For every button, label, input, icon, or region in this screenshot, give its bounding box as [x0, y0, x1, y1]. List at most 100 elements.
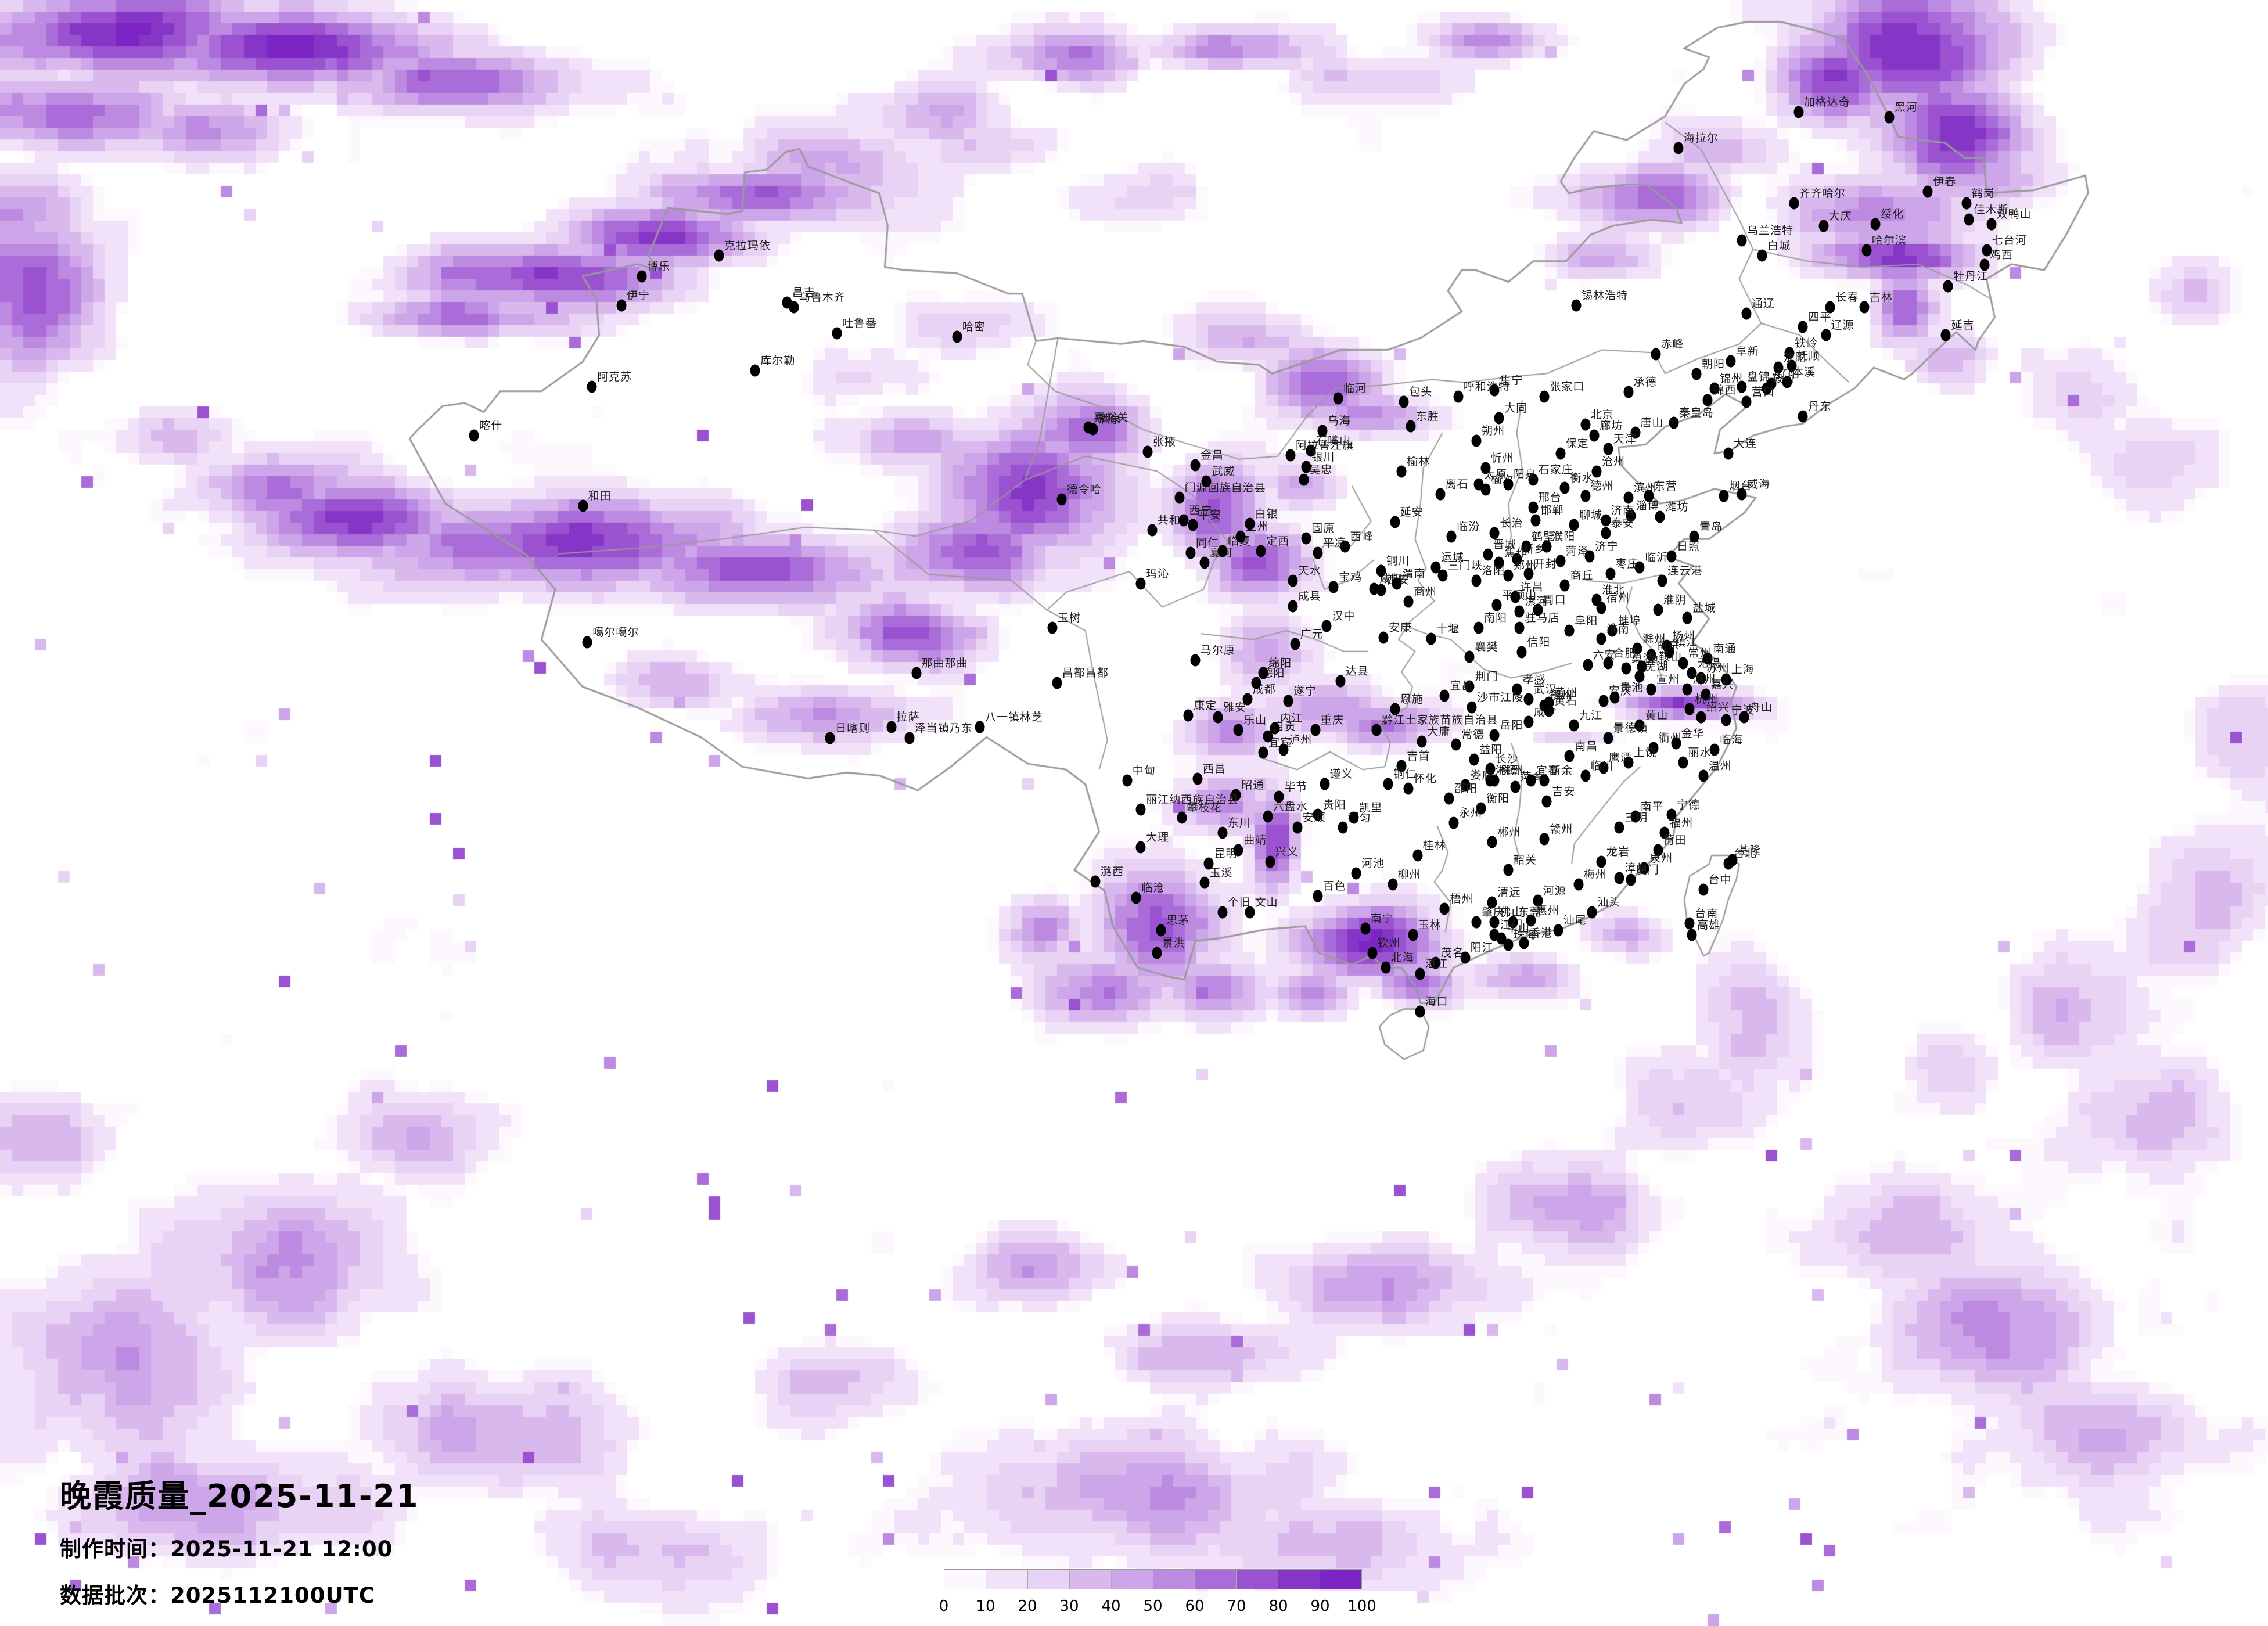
city-dot-icon: [1721, 714, 1731, 726]
city-dot-icon: [1922, 185, 1933, 198]
city-label: 汉中: [1332, 610, 1356, 623]
city-label: 汕头: [1597, 895, 1621, 909]
city-dot-icon: [1381, 961, 1391, 974]
city-label: 杭州: [1695, 692, 1719, 706]
city-dot-icon: [1299, 473, 1309, 486]
city-label: 门源回族自治县: [1184, 481, 1266, 494]
city-dot-icon: [1583, 659, 1593, 671]
city-dot-icon: [1510, 780, 1521, 793]
city-dot-icon: [1539, 774, 1550, 787]
city-dot-icon: [1251, 677, 1261, 689]
city-label: 大同: [1504, 401, 1528, 415]
city-dot-icon: [1601, 514, 1611, 527]
city-label: 南通: [1713, 642, 1737, 655]
city-dot-icon: [1541, 795, 1552, 808]
city-label: 菏泽: [1565, 545, 1589, 557]
city-dot-icon: [1471, 574, 1482, 587]
city-dot-icon: [1737, 380, 1747, 393]
city-label: 康定: [1194, 699, 1217, 712]
city-label: 延安: [1400, 505, 1424, 519]
city-dot-icon: [1489, 729, 1500, 742]
city-label: 马鞍山: [1647, 650, 1683, 663]
city-label: 营口: [1751, 385, 1775, 398]
city-label: 沙市江陵: [1477, 691, 1524, 704]
city-dot-icon: [469, 429, 479, 442]
city-label: 九江: [1579, 708, 1603, 722]
city-label: 沧州: [1602, 455, 1626, 468]
city-dot-icon: [1646, 649, 1656, 661]
city-label: 白城: [1767, 239, 1791, 252]
city-dot-icon: [1217, 906, 1228, 919]
legend-swatch: [1278, 1570, 1321, 1589]
city-label: 马尔康: [1200, 643, 1235, 657]
city-dot-icon: [1861, 244, 1872, 257]
city-label: 赣州: [1550, 822, 1573, 836]
city-label: 榆林: [1407, 455, 1430, 468]
city-label: 安康: [1389, 621, 1412, 634]
city-label: 喀什: [479, 419, 503, 433]
map-title: 晚霞质量_2025-11-21: [60, 1478, 419, 1515]
city-label: 台南: [1695, 907, 1719, 920]
city-dot-icon: [1603, 657, 1613, 670]
city-label: 中甸: [1132, 764, 1156, 777]
city-dot-icon: [1621, 662, 1631, 675]
city-dot-icon: [1313, 890, 1323, 902]
city-dot-icon: [1634, 561, 1645, 574]
city-dot-icon: [1587, 906, 1597, 919]
city-dot-icon: [1460, 779, 1471, 792]
city-dot-icon: [1539, 390, 1550, 403]
city-dot-icon: [1696, 711, 1706, 724]
city-dot-icon: [1258, 746, 1268, 759]
city-label: 南平: [1640, 800, 1664, 813]
city-label: 景德镇: [1613, 722, 1648, 735]
city-label: 乐山: [1243, 714, 1267, 727]
city-label: 遂宁: [1293, 684, 1317, 697]
city-dot-icon: [1614, 821, 1624, 834]
city-label: 湖州: [1692, 673, 1716, 686]
city-dot-icon: [1328, 581, 1339, 593]
city-dot-icon: [1503, 938, 1514, 951]
city-label: 集宁: [1500, 374, 1523, 387]
city-dot-icon: [1288, 600, 1298, 613]
city-label: 鹤壁: [1532, 530, 1555, 543]
city-dot-icon: [1338, 821, 1348, 834]
city-dot-icon: [1088, 423, 1098, 436]
city-dot-icon: [1721, 673, 1731, 686]
city-label: 长治: [1500, 517, 1523, 530]
city-label: 金昌: [1200, 448, 1224, 462]
city-label: 商州: [1414, 585, 1437, 598]
city-label: 石家庄: [1538, 463, 1573, 476]
city-label: 滁州: [1642, 632, 1666, 646]
city-label: 三门峡: [1447, 559, 1483, 573]
city-dot-icon: [1526, 774, 1536, 787]
city-label: 桂林: [1422, 839, 1446, 852]
city-label: 广元: [1300, 627, 1324, 641]
city-dot-icon: [1174, 491, 1185, 504]
city-label: 赤峰: [1660, 338, 1684, 351]
city-dot-icon: [578, 499, 588, 512]
city-dot-icon: [1626, 509, 1636, 522]
city-label: 忻州: [1490, 452, 1514, 465]
city-dot-icon: [1648, 742, 1659, 754]
city-label: 八一镇林芝: [984, 710, 1043, 724]
city-label: 临汾: [1457, 520, 1480, 533]
city-label: 淄博: [1636, 499, 1659, 512]
city-dot-icon: [1183, 709, 1194, 722]
city-label: 常德: [1461, 728, 1485, 742]
city-dot-icon: [1687, 667, 1697, 679]
city-dot-icon: [1403, 782, 1414, 795]
city-label: 嘉兴: [1710, 678, 1734, 691]
city-label: 共和: [1157, 513, 1181, 527]
legend-swatch: [986, 1570, 1028, 1589]
city-dot-icon: [1689, 530, 1699, 543]
city-dot-icon: [1476, 802, 1486, 815]
city-label: 铁岭: [1795, 336, 1818, 350]
city-dot-icon: [1709, 743, 1720, 756]
city-dot-icon: [1233, 724, 1243, 736]
city-dot-icon: [1691, 368, 1702, 380]
legend-swatches: [944, 1569, 1362, 1589]
city-dot-icon: [1412, 849, 1423, 862]
city-dot-icon: [1564, 624, 1575, 637]
city-label: 拉萨: [896, 710, 920, 724]
